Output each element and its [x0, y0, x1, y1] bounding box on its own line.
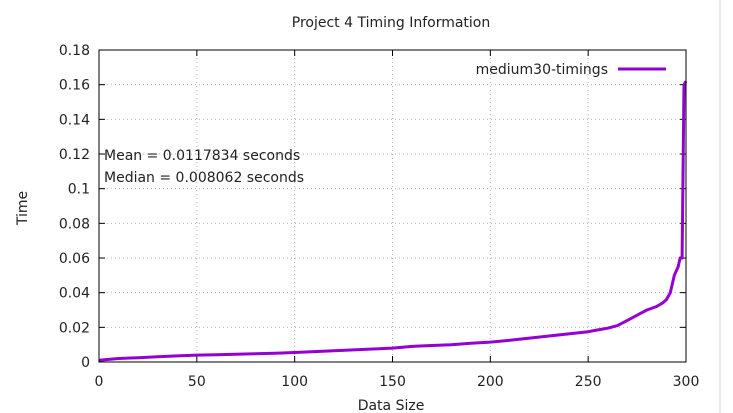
x-tick-label: 50 — [188, 374, 206, 390]
y-tick-label: 0 — [81, 355, 90, 371]
x-tick-label: 250 — [575, 374, 602, 390]
legend: medium30-timings — [476, 62, 666, 78]
tick-labels: 0 0.02 0.04 0.06 0.08 0.1 0.12 0.14 0.16 0.18 0 50 1… — [59, 43, 700, 390]
y-tick-label: 0.14 — [59, 112, 90, 128]
x-tick-label: 300 — [673, 374, 700, 390]
median-annotation: Median = 0.008062 seconds — [104, 170, 304, 186]
plot-border — [98, 49, 687, 363]
mean-annotation: Mean = 0.0117834 seconds — [104, 148, 300, 164]
y-tick-label: 0.16 — [59, 78, 90, 94]
y-tick-label: 0.12 — [59, 147, 90, 163]
y-tick-label: 0.18 — [59, 43, 90, 59]
y-tick-label: 0.02 — [59, 320, 90, 336]
grid — [99, 50, 686, 362]
legend-label: medium30-timings — [476, 62, 608, 78]
y-tick-label: 0.04 — [59, 286, 90, 302]
x-tick-label: 150 — [379, 374, 406, 390]
chart-title: Project 4 Timing Information — [292, 15, 491, 31]
x-tick-label: 100 — [281, 374, 308, 390]
y-axis-label: Time — [15, 191, 31, 226]
x-tick-label: 200 — [477, 374, 504, 390]
y-tick-label: 0.06 — [59, 251, 90, 267]
y-tick-label: 0.08 — [59, 216, 90, 232]
y-tick-label: 0.1 — [68, 182, 90, 198]
x-tick-label: 0 — [95, 374, 104, 390]
series-layer — [98, 80, 688, 362]
x-axis-label: Data Size — [358, 398, 425, 413]
series-line — [98, 80, 688, 362]
window-edge — [719, 0, 721, 413]
